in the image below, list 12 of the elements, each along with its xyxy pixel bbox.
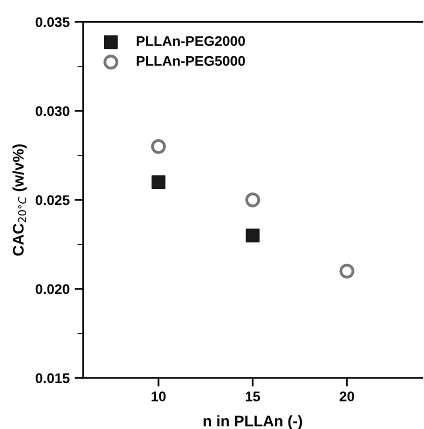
legend-label: PLLAn-PEG5000 [136, 56, 245, 66]
y-tick-label: 0.015 [36, 373, 70, 384]
x-tick-label: 20 [340, 392, 354, 402]
x-axis-title: n in PLLAn (-) [204, 415, 302, 429]
y-tick-label: 0.020 [36, 284, 70, 294]
y-tick-label: 0.035 [36, 17, 70, 28]
x-tick-label: 10 [152, 392, 166, 402]
y-tick-label: 0.030 [36, 106, 70, 116]
y-tick-label: 0.025 [36, 195, 70, 206]
y-axis-title: CAC$_{20°C}$ (w/v%) [12, 144, 27, 256]
legend-label: PLLAn-PEG2000 [136, 36, 245, 46]
x-tick-label: 15 [246, 392, 260, 402]
